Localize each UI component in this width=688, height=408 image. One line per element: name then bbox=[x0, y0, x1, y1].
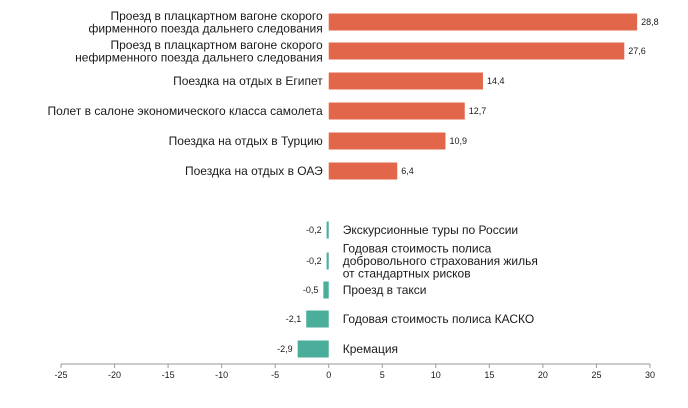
category-label-7: Годовая стоимость полиса добровольного ст… bbox=[343, 242, 538, 281]
category-label-1-line-1: нефирменного поезда дальнего следования bbox=[75, 50, 323, 64]
value-label-3: 12,7 bbox=[469, 106, 487, 116]
bar-3 bbox=[328, 102, 465, 120]
x-tick-label-7: 10 bbox=[431, 370, 441, 380]
value-label-0: 28,8 bbox=[641, 17, 659, 27]
x-tick-label-11: 30 bbox=[645, 370, 655, 380]
value-label-10: -2,9 bbox=[277, 344, 293, 354]
category-label-5: Поездка на отдых в ОАЭ bbox=[185, 164, 323, 178]
category-label-1-line-0: Проезд в плацкартном вагоне скорого bbox=[110, 38, 323, 52]
category-label-6-line-0: Экскурсионные туры по России bbox=[343, 223, 518, 237]
x-tick-label-1: -20 bbox=[108, 370, 121, 380]
bar-1 bbox=[328, 42, 625, 60]
x-tick-label-0: -25 bbox=[54, 370, 67, 380]
value-label-2: 14,4 bbox=[487, 76, 505, 86]
value-label-1: 27,6 bbox=[628, 46, 646, 56]
x-tick-label-4: -5 bbox=[271, 370, 279, 380]
x-tick-label-8: 15 bbox=[484, 370, 494, 380]
value-label-7: -0,2 bbox=[306, 256, 322, 266]
category-label-3-line-0: Полет в салоне экономического класса сам… bbox=[47, 104, 323, 118]
category-label-8-line-0: Проезд в такси bbox=[343, 283, 427, 297]
category-label-7-line-1: добровольного страхования жилья bbox=[343, 254, 538, 268]
bar-0 bbox=[328, 13, 638, 31]
category-label-4-line-0: Поездка на отдых в Турцию bbox=[169, 134, 323, 148]
category-label-0-line-1: фирменного поезда дальнего следования bbox=[88, 21, 322, 35]
x-tick-label-3: -10 bbox=[215, 370, 228, 380]
bar-4 bbox=[328, 132, 446, 150]
category-label-4: Поездка на отдых в Турцию bbox=[169, 134, 323, 148]
x-tick-label-9: 20 bbox=[538, 370, 548, 380]
x-tick-label-2: -15 bbox=[162, 370, 175, 380]
category-label-2-line-0: Поездка на отдых в Египет bbox=[173, 74, 323, 88]
value-label-5: 6,4 bbox=[401, 166, 414, 176]
category-label-9-line-0: Годовая стоимость полиса КАСКО bbox=[343, 312, 534, 326]
x-axis: -25 -20 -15 -10 -5 0 5 10 15 20 25 30 bbox=[54, 363, 655, 380]
category-label-0: Проезд в плацкартном вагоне скорого фирме… bbox=[88, 9, 323, 36]
category-label-2: Поездка на отдых в Египет bbox=[173, 74, 323, 88]
x-tick-label-5: 0 bbox=[326, 370, 331, 380]
category-label-7-line-2: от стандартных рисков bbox=[343, 267, 471, 281]
bar-9 bbox=[306, 310, 329, 328]
value-label-8: -0,5 bbox=[303, 285, 319, 295]
category-label-8: Проезд в такси bbox=[343, 283, 427, 297]
category-label-9: Годовая стоимость полиса КАСКО bbox=[343, 312, 534, 326]
x-tick-label-10: 25 bbox=[591, 370, 601, 380]
category-label-10-line-0: Кремация bbox=[343, 342, 398, 356]
bar-10 bbox=[297, 340, 329, 358]
category-label-7-line-0: Годовая стоимость полиса bbox=[343, 242, 492, 256]
x-tick-label-6: 5 bbox=[380, 370, 385, 380]
bar-5 bbox=[328, 162, 398, 180]
bar-2 bbox=[328, 72, 483, 90]
value-label-9: -2,1 bbox=[286, 314, 302, 324]
bar-6 bbox=[326, 221, 329, 239]
category-label-10: Кремация bbox=[343, 342, 398, 356]
bar-8 bbox=[323, 281, 329, 299]
bar-7 bbox=[326, 252, 329, 270]
category-label-1: Проезд в плацкартном вагоне скорого нефир… bbox=[75, 38, 323, 65]
category-label-0-line-0: Проезд в плацкартном вагоне скорого bbox=[110, 9, 323, 23]
category-label-3: Полет в салоне экономического класса сам… bbox=[47, 104, 323, 118]
category-label-6: Экскурсионные туры по России bbox=[343, 223, 518, 237]
value-label-4: 10,9 bbox=[449, 136, 467, 146]
category-label-5-line-0: Поездка на отдых в ОАЭ bbox=[185, 164, 323, 178]
bars-group bbox=[297, 13, 638, 358]
value-label-6: -0,2 bbox=[306, 225, 322, 235]
